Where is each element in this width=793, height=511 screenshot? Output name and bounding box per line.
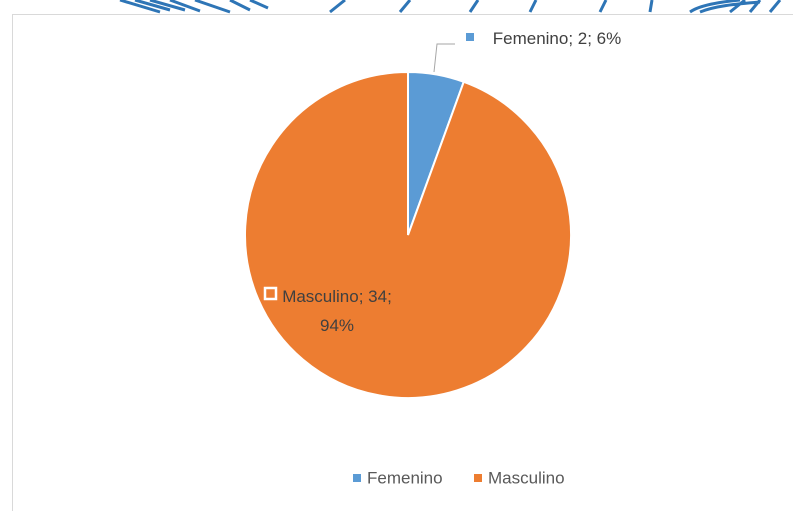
label-marker [466, 33, 474, 41]
label-marker [263, 286, 278, 301]
legend-label: Femenino [367, 468, 443, 487]
data-label: Femenino; 2; 6% [492, 29, 622, 48]
pie-slice [244, 70, 572, 399]
chart-border [12, 14, 793, 511]
banner-decoration [119, 0, 782, 14]
legend-swatch [474, 474, 482, 482]
leader-line [433, 43, 455, 73]
data-label: Masculino; 34; 94% [282, 287, 392, 335]
legend-label: Masculino [488, 468, 565, 487]
legend-swatch [353, 474, 361, 482]
